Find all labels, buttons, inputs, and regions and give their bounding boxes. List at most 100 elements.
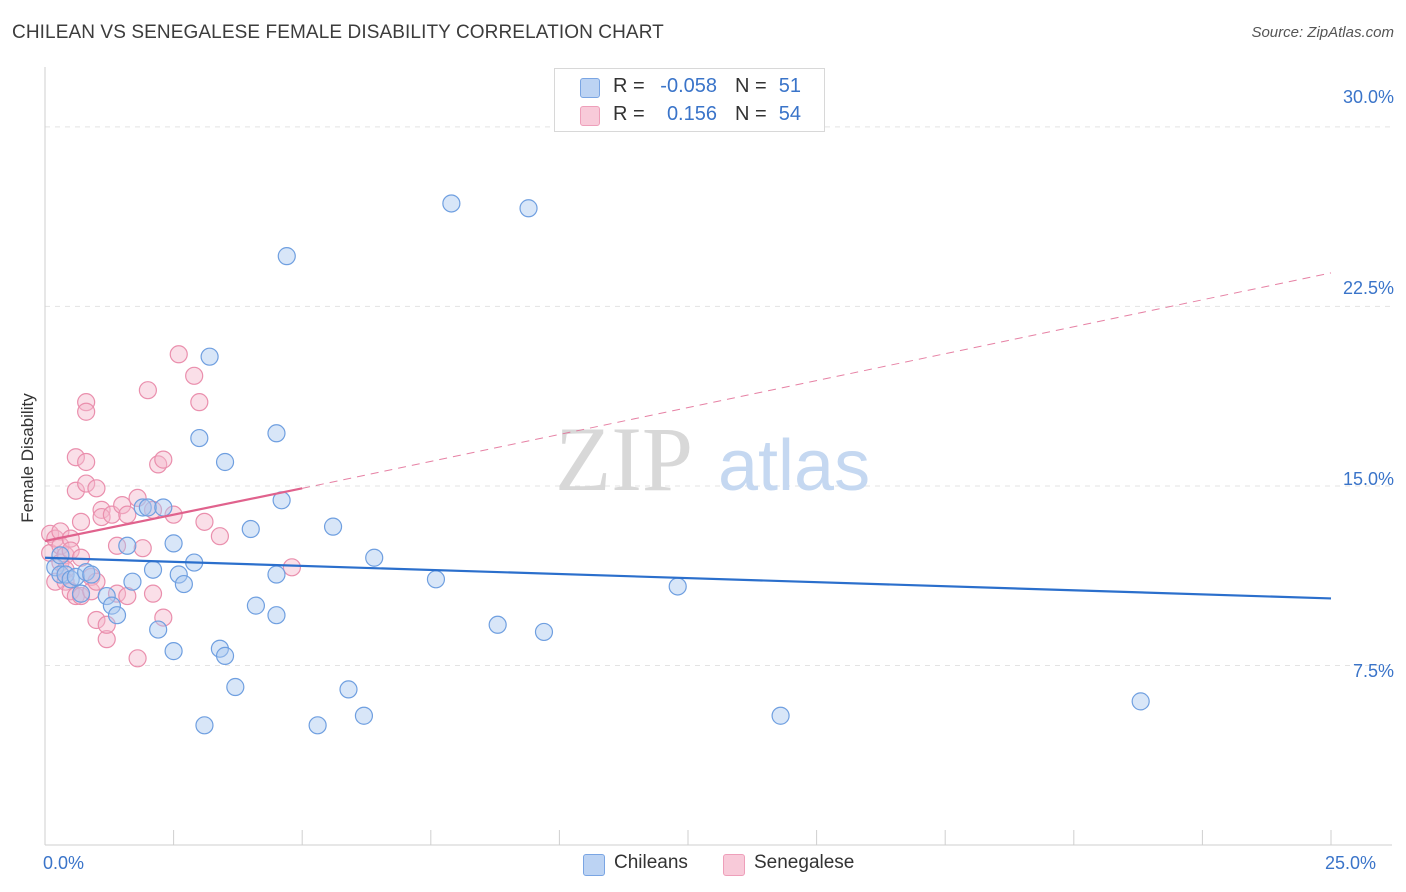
y-axis-title: Female Disability bbox=[18, 393, 37, 523]
chileans-point bbox=[97, 586, 116, 606]
senegalese-point bbox=[77, 474, 96, 493]
legend-n-label: N = bbox=[735, 75, 767, 97]
legend-row-chileans: R = -0.058 N = 51 bbox=[555, 73, 824, 101]
chileans-point bbox=[215, 452, 235, 472]
legend-swatch-pink bbox=[723, 854, 745, 876]
legend-label-senegalese: Senegalese bbox=[754, 852, 855, 873]
chileans-point bbox=[488, 615, 507, 634]
chileans-point bbox=[308, 716, 327, 735]
chileans-point bbox=[241, 519, 260, 539]
senegalese-point bbox=[77, 452, 96, 472]
chileans-point bbox=[71, 584, 91, 603]
chileans-point bbox=[102, 596, 121, 615]
senegalese-point bbox=[195, 512, 214, 531]
senegalese-point bbox=[97, 630, 116, 649]
chileans-point bbox=[149, 620, 168, 639]
y-tick-label: 7.5% bbox=[1352, 661, 1394, 681]
legend-swatch-pink bbox=[580, 106, 600, 126]
legend-row-senegalese: R = 0.156 N = 54 bbox=[555, 101, 824, 129]
chileans-point bbox=[123, 572, 142, 591]
senegalese-point bbox=[210, 527, 229, 546]
chart-title: CHILEAN VS SENEGALESE FEMALE DISABILITY … bbox=[12, 22, 664, 43]
chileans-point bbox=[154, 498, 173, 517]
legend-swatch-blue bbox=[580, 78, 600, 98]
chileans-point bbox=[277, 247, 296, 266]
legend-n-value: 51 bbox=[778, 75, 801, 97]
chileans-trend-line bbox=[44, 556, 1332, 600]
chileans-point bbox=[339, 680, 358, 699]
watermark-atlas: atlas bbox=[718, 426, 870, 506]
chileans-point bbox=[354, 706, 374, 725]
x-max-label: 25.0% bbox=[1325, 853, 1377, 873]
chileans-point bbox=[107, 606, 127, 625]
senegalese-point bbox=[71, 512, 91, 531]
correlation-legend: R = -0.058 N = 51 R = 0.156 N = 54 bbox=[554, 68, 825, 132]
senegalese-point bbox=[169, 345, 188, 364]
chileans-point bbox=[51, 546, 70, 565]
chileans-point bbox=[82, 565, 101, 584]
chileans-point bbox=[164, 642, 183, 661]
senegalese-point bbox=[66, 448, 85, 467]
senegalese-point bbox=[92, 500, 111, 519]
watermark-zip: ZIP bbox=[555, 408, 693, 510]
y-tick-label: 15.0% bbox=[1342, 469, 1394, 489]
legend-label-chileans: Chileans bbox=[614, 852, 688, 873]
senegalese-point bbox=[118, 586, 137, 606]
watermark: ZIP atlas bbox=[555, 408, 870, 510]
chileans-point bbox=[668, 577, 687, 596]
grid-lines bbox=[45, 126, 1392, 666]
chileans-point bbox=[267, 565, 286, 584]
chileans-point bbox=[365, 548, 384, 567]
chileans-point bbox=[267, 606, 286, 625]
legend-n-label: N = bbox=[735, 103, 767, 125]
chileans-point bbox=[215, 646, 235, 665]
chileans-point bbox=[534, 622, 554, 642]
x-min-label: 0.0% bbox=[43, 853, 85, 873]
y-tick-label: 30.0% bbox=[1342, 87, 1394, 107]
chileans-point bbox=[226, 677, 245, 697]
senegalese-trend-line bbox=[44, 487, 303, 543]
senegalese-point bbox=[282, 558, 302, 577]
chileans-point bbox=[323, 517, 343, 536]
chileans-point bbox=[164, 534, 183, 553]
senegalese-point bbox=[154, 450, 173, 469]
legend-r-value: -0.058 bbox=[660, 75, 717, 97]
source-label: Source: ZipAtlas.com bbox=[1251, 24, 1394, 41]
legend-r-label: R = bbox=[613, 103, 645, 125]
senegalese-point bbox=[118, 505, 137, 524]
senegalese-point bbox=[77, 402, 96, 421]
chileans-point bbox=[246, 596, 266, 615]
y-tick-label: 22.5% bbox=[1342, 278, 1394, 298]
senegalese-point bbox=[185, 366, 204, 385]
chileans-point bbox=[195, 716, 214, 735]
chileans-point bbox=[442, 194, 461, 213]
chileans-point bbox=[118, 536, 137, 555]
chileans-point bbox=[519, 199, 538, 218]
chileans-point bbox=[138, 498, 157, 517]
senegalese-point bbox=[87, 479, 106, 498]
legend-n-value: 54 bbox=[778, 103, 801, 125]
chileans-point bbox=[66, 567, 85, 587]
senegalese-trend-extension bbox=[302, 272, 1332, 489]
senegalese-point bbox=[113, 495, 132, 515]
senegalese-point bbox=[107, 536, 127, 555]
senegalese-point bbox=[51, 522, 70, 541]
chileans-point bbox=[426, 570, 446, 589]
chileans-point bbox=[51, 565, 70, 584]
chileans-point bbox=[143, 560, 163, 579]
chileans-point bbox=[174, 574, 193, 594]
trend-lines bbox=[44, 272, 1332, 600]
chileans-point bbox=[133, 498, 152, 517]
chileans-point bbox=[169, 565, 188, 584]
senegalese-point bbox=[138, 381, 157, 400]
chileans-point bbox=[190, 428, 209, 448]
legend-r-label: R = bbox=[613, 75, 645, 97]
senegalese-point bbox=[154, 608, 173, 627]
chileans-points bbox=[46, 194, 1150, 735]
legend-swatch-blue bbox=[583, 854, 605, 876]
chileans-point bbox=[267, 424, 286, 443]
senegalese-point bbox=[87, 610, 106, 630]
senegalese-point bbox=[133, 539, 152, 558]
senegalese-point bbox=[143, 584, 163, 603]
